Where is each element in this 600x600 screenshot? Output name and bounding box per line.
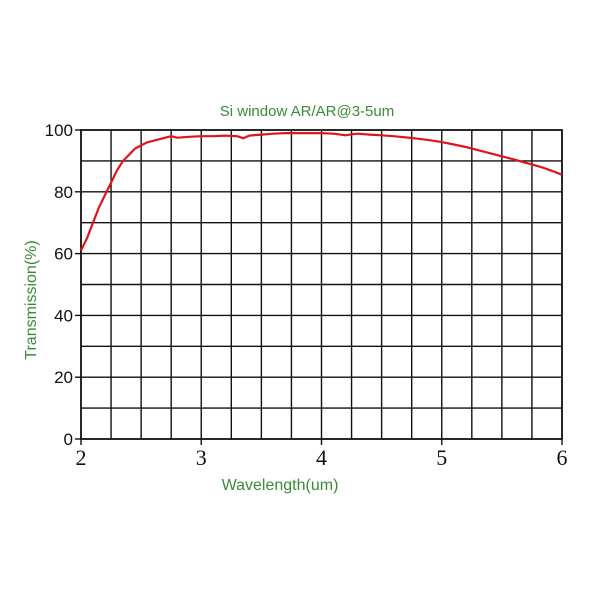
x-tick-label: 2: [76, 445, 87, 470]
axis-ticks: 0 20 40 60 80 100 2 3 4 5 6: [45, 121, 568, 470]
x-tick-label: 3: [196, 445, 207, 470]
x-tick-label: 5: [436, 445, 447, 470]
grid: [81, 130, 562, 439]
series-group: [80, 132, 563, 251]
y-axis-label: Transmission(%): [23, 240, 40, 359]
chart-title: Si window AR/AR@3-5um: [220, 103, 394, 120]
y-tick-label: 20: [54, 368, 73, 387]
y-tick-label: 60: [54, 245, 73, 264]
x-tick-label: 6: [557, 445, 568, 470]
transmission-curve: [80, 132, 563, 251]
y-tick-label: 0: [64, 430, 73, 449]
y-tick-label: 40: [54, 306, 73, 325]
y-tick-label: 100: [45, 121, 73, 140]
x-axis-label: Wavelength(um): [222, 477, 339, 494]
y-tick-label: 80: [54, 183, 73, 202]
x-tick-label: 4: [316, 445, 327, 470]
